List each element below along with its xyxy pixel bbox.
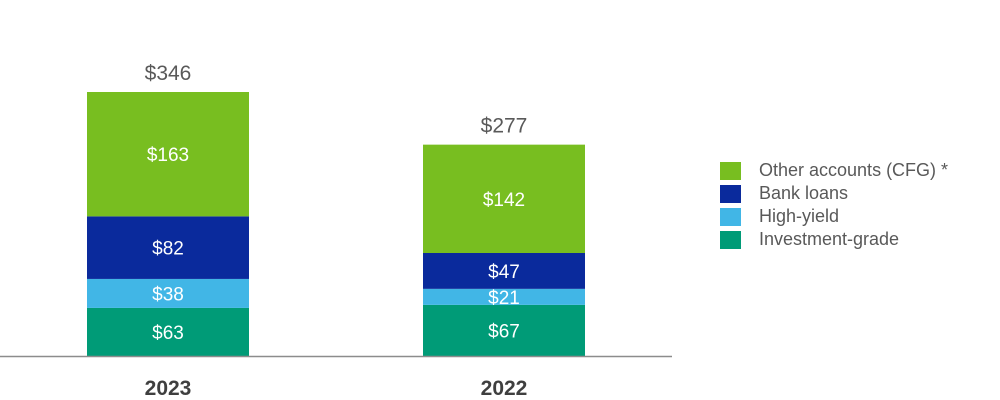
total-label: $277 bbox=[481, 115, 528, 138]
legend-item-bank-loans: Bank loans bbox=[720, 182, 948, 205]
data-label: $47 bbox=[488, 262, 520, 283]
legend-label: Other accounts (CFG) * bbox=[759, 160, 949, 180]
total-label: $346 bbox=[145, 62, 192, 85]
bar-segment-2022-1 bbox=[423, 288, 585, 305]
legend-label: Investment-grade bbox=[759, 229, 900, 249]
data-label: $163 bbox=[147, 145, 189, 166]
bar-segment-2023-2 bbox=[87, 216, 249, 279]
bar-segment-2022-0 bbox=[423, 304, 585, 356]
x-tick-label: 2022 bbox=[481, 377, 528, 400]
x-tick-label: 2023 bbox=[145, 377, 192, 400]
data-label: $21 bbox=[488, 288, 520, 309]
bar-segment-2023-1 bbox=[87, 278, 249, 308]
data-label: $142 bbox=[483, 190, 525, 211]
bar-segment-2022-3 bbox=[423, 144, 585, 253]
data-label: $67 bbox=[488, 321, 520, 342]
data-label: $38 bbox=[152, 284, 184, 305]
legend-label: Bank loans bbox=[759, 183, 849, 203]
legend: Other accounts (CFG) * Bank loans High-y… bbox=[720, 159, 948, 251]
legend-swatch bbox=[720, 230, 741, 249]
legend-item-other-accounts: Other accounts (CFG) * bbox=[720, 159, 948, 182]
data-label: $82 bbox=[152, 239, 184, 260]
data-label: $63 bbox=[152, 323, 184, 344]
legend-swatch bbox=[720, 207, 741, 226]
legend-item-high-yield: High-yield bbox=[720, 205, 948, 228]
legend-swatch bbox=[720, 184, 741, 203]
legend-item-investment-grade: Investment-grade bbox=[720, 228, 948, 251]
legend-label: High-yield bbox=[759, 206, 840, 226]
bar-segment-2023-3 bbox=[87, 92, 249, 217]
legend-swatch bbox=[720, 161, 741, 180]
bar-segment-2023-0 bbox=[87, 307, 249, 356]
bar-segment-2022-2 bbox=[423, 252, 585, 289]
